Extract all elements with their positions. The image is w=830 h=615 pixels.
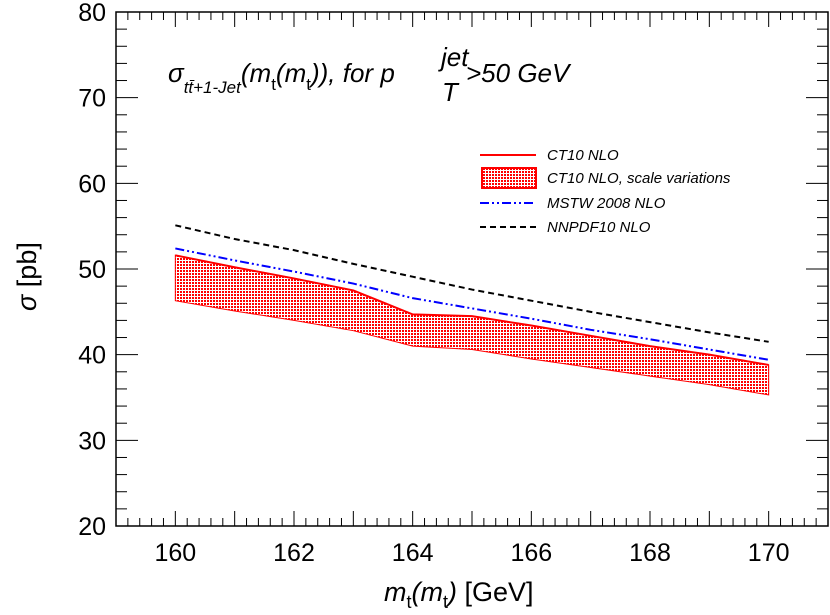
title-sigma: σ	[168, 58, 185, 88]
title-superscript-jet: jet	[438, 42, 470, 72]
y-title-unit: [pb]	[12, 242, 42, 295]
series-ct10-scale-band	[174, 254, 770, 396]
y-tick-label: 70	[78, 85, 106, 113]
legend: CT10 NLO CT10 NLO, scale variations MSTW…	[480, 147, 731, 236]
x-tick-label: 170	[748, 539, 790, 567]
x-tick-label: 164	[392, 539, 434, 567]
title-sub-t1: t	[271, 75, 276, 94]
y-tick-label: 20	[78, 513, 106, 541]
legend-label-ct10: CT10 NLO	[547, 147, 619, 164]
y-tick-label: 40	[78, 342, 106, 370]
x-title-sub2: t	[443, 592, 448, 612]
x-title-close: )	[445, 577, 457, 607]
series-nnpdf-line	[175, 224, 769, 343]
x-title-m: m	[384, 577, 407, 607]
y-tick-label: 80	[78, 0, 106, 27]
x-tick-label: 160	[154, 539, 196, 567]
legend-label-ct10-band: CT10 NLO, scale variations	[547, 170, 731, 187]
legend-label-mstw: MSTW 2008 NLO	[547, 195, 666, 212]
title-sub-t2: t	[306, 75, 311, 94]
x-tick-label: 168	[629, 539, 671, 567]
title-subscript-process: tt̄+1-Jet	[184, 78, 242, 97]
y-tick-label: 50	[78, 256, 106, 284]
chart-title: σtt̄+1-Jet(mt(mt)), for p	[168, 58, 395, 97]
y-tick-label: 60	[78, 170, 106, 198]
x-tick-label: 166	[510, 539, 552, 567]
legend-swatch-ct10-band	[481, 167, 537, 189]
title-mass-mid: (m	[276, 58, 306, 88]
x-title-sub1: t	[407, 592, 412, 612]
x-title-paren: (m	[412, 577, 443, 607]
title-cut: >50 GeV	[466, 58, 572, 88]
data-layer	[174, 224, 770, 396]
x-axis-title: mt(mt) [GeV]	[384, 577, 534, 612]
y-title-sigma: σ	[12, 293, 42, 311]
y-axis-title: σ [pb]	[12, 242, 42, 311]
title-mass-open: (m	[241, 58, 271, 88]
series-ct10-line	[175, 254, 769, 366]
y-tick-label: 30	[78, 427, 106, 455]
x-title-unit: [GeV]	[457, 577, 534, 607]
y-axis-ticks: 20 30 40 50 60 70 80	[78, 0, 828, 541]
legend-label-nnpdf: NNPDF10 NLO	[547, 219, 651, 236]
title-subscript-T: T	[442, 77, 460, 107]
x-axis-ticks: 160 162 164 166 168 170	[127, 12, 817, 567]
series-mstw-line	[175, 247, 769, 361]
x-tick-label: 162	[273, 539, 315, 567]
title-rest: )), for p	[308, 58, 395, 88]
